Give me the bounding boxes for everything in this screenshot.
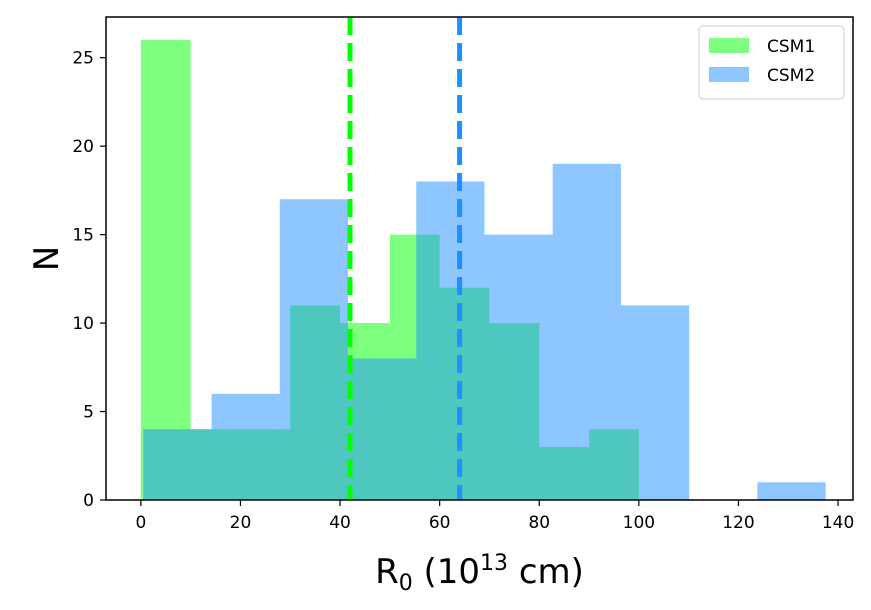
x-tick-label: 100 <box>623 513 655 533</box>
x-axis-label-base: R <box>375 552 399 592</box>
legend: CSM1 CSM2 <box>698 25 845 100</box>
y-tick-label: 25 <box>72 49 94 69</box>
csm1-bar <box>140 40 191 500</box>
csm2-bar <box>211 393 280 500</box>
x-tick-label: 80 <box>528 513 550 533</box>
x-axis-label-end: cm) <box>508 552 584 592</box>
x-axis-label-sup: 13 <box>480 551 508 576</box>
y-axis-label: N <box>27 246 67 271</box>
csm2-legend-swatch <box>709 67 749 82</box>
x-axis-label: R0 (1013 cm) <box>375 551 584 596</box>
y-axis-ticks: 0 5 10 15 20 25 <box>72 49 106 511</box>
csm2-bar <box>620 305 690 500</box>
bars-layer <box>140 40 826 501</box>
mean-lines-layer <box>347 17 463 500</box>
x-axis-label-sub: 0 <box>399 571 413 596</box>
y-tick-label: 15 <box>72 226 94 246</box>
x-axis-label-mid: (10 <box>413 552 480 592</box>
y-tick-label: 20 <box>72 137 94 157</box>
csm2-bar <box>552 163 621 500</box>
y-tick-label: 0 <box>83 491 94 511</box>
x-tick-label: 40 <box>329 513 351 533</box>
csm2-legend-label: CSM2 <box>767 66 815 86</box>
x-tick-label: 20 <box>230 513 252 533</box>
x-tick-label: 60 <box>429 513 451 533</box>
y-tick-label: 10 <box>72 314 94 334</box>
csm1-legend-label: CSM1 <box>767 37 815 57</box>
x-axis-ticks: 0 20 40 60 80 100 120 140 <box>135 500 854 533</box>
csm2-bar <box>757 482 826 500</box>
y-tick-label: 5 <box>83 403 94 423</box>
csm2-bar <box>416 181 485 501</box>
csm2-bar <box>348 358 417 500</box>
csm2-bar <box>279 199 349 500</box>
x-tick-label: 120 <box>722 513 754 533</box>
x-tick-label: 140 <box>822 513 854 533</box>
plot-frame <box>105 16 854 501</box>
csm1-legend-swatch <box>709 38 749 53</box>
x-tick-label: 0 <box>135 513 146 533</box>
csm2-bar <box>143 429 212 500</box>
csm2-bar <box>484 234 553 500</box>
